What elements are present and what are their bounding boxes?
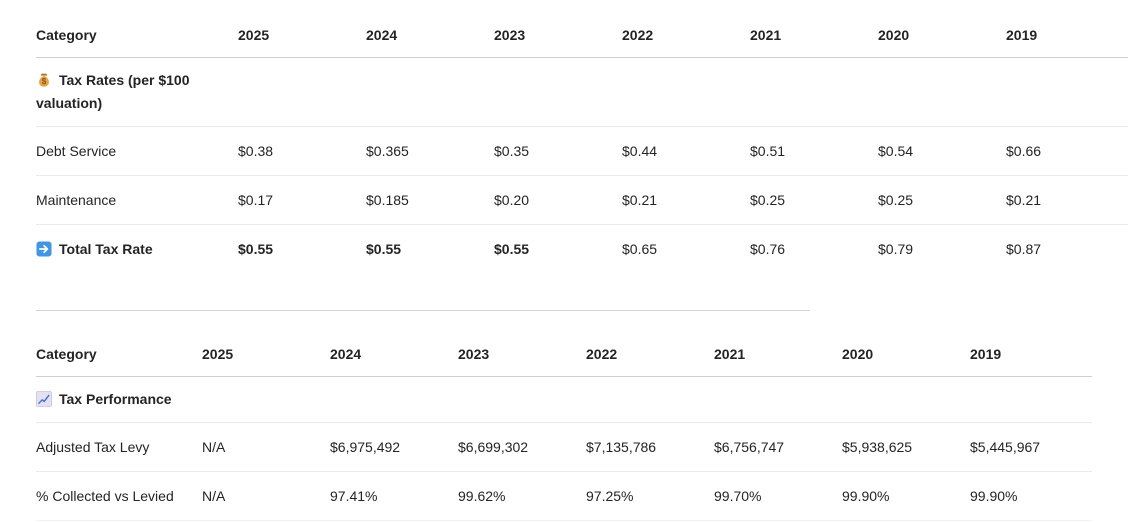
svg-text:$: $ [42,77,47,86]
value-cell: $5,445,967 [970,439,1041,455]
value-cell: $0.76 [750,241,786,257]
column-header-2025: 2025 [238,27,270,43]
value-cell: $5,938,625 [842,439,913,455]
column-header-2024: 2024 [330,346,362,362]
value-cell: $0.21 [1006,192,1042,208]
tax-rates-header-row: Category 2025 2024 2023 2022 2021 2020 2… [36,25,1128,58]
value-cell: $0.55 [238,241,274,257]
value-cell: $0.87 [1006,241,1042,257]
column-header-2022: 2022 [586,346,618,362]
value-cell: $0.55 [494,241,530,257]
value-cell: $6,699,302 [458,439,529,455]
column-header-category: Category [36,27,97,43]
table-row-adjusted-tax-levy: Adjusted Tax Levy N/A $6,975,492 $6,699,… [36,423,1092,472]
section-label-text: Tax Rates (per $100 valuation) [36,72,190,111]
value-cell: $0.185 [366,192,409,208]
tax-rates-section-row: $ Tax Rates (per $100 valuation) [36,58,1128,127]
table-row-debt-service: Debt Service $0.38 $0.365 $0.35 $0.44 $0… [36,127,1128,176]
value-cell: $0.17 [238,192,274,208]
value-cell: N/A [202,439,226,455]
tax-performance-table: Category 2025 2024 2023 2022 2021 2020 2… [36,344,1128,521]
value-cell: $0.20 [494,192,530,208]
column-header-2019: 2019 [970,346,1002,362]
column-header-category: Category [36,346,97,362]
value-cell: $0.66 [1006,143,1042,159]
value-cell: $0.35 [494,143,530,159]
value-cell: $0.44 [622,143,658,159]
section-label-tax-rates: $ Tax Rates (per $100 valuation) [36,58,238,126]
row-label-text: Total Tax Rate [59,241,153,257]
value-cell: $6,975,492 [330,439,401,455]
column-header-2023: 2023 [494,27,526,43]
value-cell: $0.51 [750,143,786,159]
value-cell: 99.62% [458,488,506,504]
row-label: % Collected vs Levied [36,488,174,504]
tax-performance-section-row: Tax Performance [36,377,1092,423]
value-cell: $0.79 [878,241,914,257]
column-header-2021: 2021 [714,346,746,362]
row-label: Adjusted Tax Levy [36,439,150,455]
column-header-2019: 2019 [1006,27,1038,43]
value-cell: $0.65 [622,241,658,257]
value-cell: $0.55 [366,241,402,257]
column-header-2023: 2023 [458,346,490,362]
value-cell: $0.54 [878,143,914,159]
value-cell: $0.38 [238,143,274,159]
chart-increasing-icon [36,391,52,407]
value-cell: $0.21 [622,192,658,208]
value-cell: $0.365 [366,143,409,159]
column-header-2021: 2021 [750,27,782,43]
column-header-2024: 2024 [366,27,398,43]
value-cell: 97.25% [586,488,634,504]
value-cell: 97.41% [330,488,378,504]
money-bag-icon: $ [36,72,52,88]
column-header-2020: 2020 [842,346,874,362]
row-label: Debt Service [36,143,117,159]
column-header-2025: 2025 [202,346,234,362]
value-cell: N/A [202,488,226,504]
value-cell: $7,135,786 [586,439,657,455]
column-header-2022: 2022 [622,27,654,43]
table-row-maintenance: Maintenance $0.17 $0.185 $0.20 $0.21 $0.… [36,176,1128,225]
row-label: Total Tax Rate [36,225,238,273]
arrow-right-icon [36,241,52,257]
value-cell: 99.90% [842,488,890,504]
table-row-pct-collected: % Collected vs Levied N/A 97.41% 99.62% … [36,472,1092,521]
tax-rates-table: Category 2025 2024 2023 2022 2021 2020 2… [36,25,1128,273]
tax-performance-header-row: Category 2025 2024 2023 2022 2021 2020 2… [36,344,1092,377]
value-cell: $0.25 [878,192,914,208]
table-row-total-tax-rate: Total Tax Rate $0.55 $0.55 $0.55 $0.65 $… [36,225,1128,273]
section-label-text: Tax Performance [59,391,172,407]
section-divider [36,310,810,311]
section-label-tax-performance: Tax Performance [36,377,202,422]
value-cell: $6,756,747 [714,439,785,455]
column-header-2020: 2020 [878,27,910,43]
row-label: Maintenance [36,192,117,208]
value-cell: $0.25 [750,192,786,208]
value-cell: 99.70% [714,488,762,504]
value-cell: 99.90% [970,488,1018,504]
